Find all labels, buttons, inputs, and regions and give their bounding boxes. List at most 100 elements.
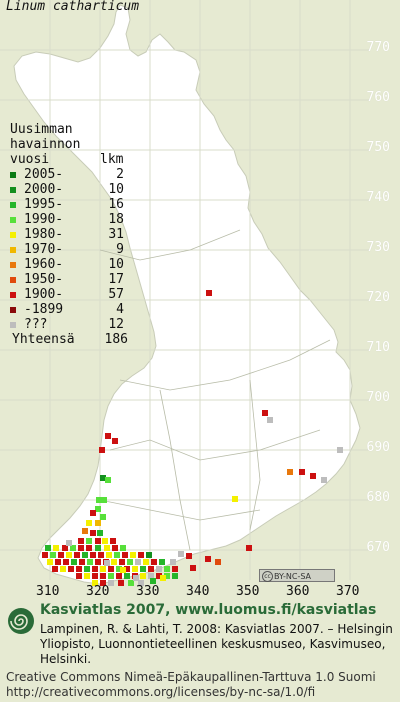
legend-row: -1899 4 [10, 302, 128, 317]
observation-square [267, 417, 273, 423]
observation-square [108, 580, 114, 586]
cc-badge-text: BY-NC-SA [274, 572, 312, 581]
x-axis-label: 310 [36, 584, 60, 599]
legend-count: 12 [108, 317, 124, 332]
observation-square [178, 551, 184, 557]
legend-col-year: vuosi [10, 152, 50, 167]
observation-square [150, 578, 156, 584]
legend-swatch [10, 171, 16, 178]
observation-square [82, 552, 88, 558]
observation-square [114, 552, 120, 558]
observation-square [246, 545, 252, 551]
legend: Uusimman havainnon vuosi lkm 2005- 2 2000-… [10, 122, 128, 348]
observation-square [95, 538, 101, 544]
map-grid [0, 0, 370, 580]
observation-square [105, 477, 111, 483]
observation-square [92, 566, 98, 572]
legend-swatch [10, 231, 16, 238]
observation-square [151, 559, 157, 565]
observation-square [45, 545, 51, 551]
legend-count: 4 [116, 302, 124, 317]
y-axis-label: 750 [366, 140, 390, 155]
observation-square [96, 497, 102, 503]
legend-swatch [10, 291, 16, 298]
legend-row: 2000- 10 [10, 182, 128, 197]
observation-square [287, 469, 293, 475]
legend-count: 16 [108, 197, 124, 212]
observation-square [84, 566, 90, 572]
observation-square [50, 552, 56, 558]
x-axis-label: 330 [136, 584, 160, 599]
observation-square [186, 553, 192, 559]
observation-square [124, 573, 130, 579]
observation-square [108, 573, 114, 579]
legend-label: 1995- [24, 197, 64, 212]
observation-square [105, 433, 111, 439]
observation-square [104, 545, 110, 551]
observation-square [190, 565, 196, 571]
observation-square [90, 530, 96, 536]
observation-square [132, 566, 138, 572]
legend-swatch [10, 276, 16, 283]
legend-count: 10 [108, 182, 124, 197]
observation-square [52, 566, 58, 572]
observation-square [104, 560, 110, 566]
observation-square [159, 559, 165, 565]
legend-row: 1980- 31 [10, 227, 128, 242]
legend-label: -1899 [24, 302, 64, 317]
kasviatlas-logo-icon [8, 608, 34, 634]
legend-label: 1970- [24, 242, 64, 257]
footer-title[interactable]: Kasviatlas 2007, www.luomus.fi/kasviatla… [40, 602, 377, 618]
cc-license-badge[interactable]: cc BY-NC-SA [259, 569, 335, 582]
observation-square [92, 573, 98, 579]
species-title: Linum catharticum [6, 0, 140, 14]
y-axis-label: 740 [366, 190, 390, 205]
observation-square [156, 573, 162, 579]
observation-square [90, 552, 96, 558]
observation-square [78, 538, 84, 544]
observation-square [100, 475, 106, 481]
y-axis-label: 680 [366, 490, 390, 505]
x-axis-label: 360 [286, 584, 310, 599]
footer-license[interactable]: Creative Commons Nimeä-Epäkaupallinen-Ta… [6, 670, 376, 699]
observation-square [146, 552, 152, 558]
observation-square [106, 552, 112, 558]
observation-square [138, 580, 144, 586]
observation-square [100, 566, 106, 572]
province-boundaries [99, 229, 331, 551]
legend-label: 1900- [24, 287, 64, 302]
legend-heading-line1: Uusimman [10, 122, 73, 137]
observation-square [118, 580, 124, 586]
observation-square [53, 545, 59, 551]
observation-square [135, 559, 141, 565]
observation-square [68, 566, 74, 572]
observation-squares [42, 290, 343, 586]
observation-square [71, 559, 77, 565]
observation-square [66, 540, 72, 546]
legend-swatch [10, 216, 16, 223]
observation-square [232, 496, 238, 502]
observation-square [140, 566, 146, 572]
x-axis-label: 370 [336, 584, 360, 599]
legend-swatch [10, 261, 16, 268]
observation-square [92, 580, 98, 586]
observation-square [87, 559, 93, 565]
legend-row: ??? 12 [10, 317, 128, 332]
observation-square [172, 573, 178, 579]
legend-row: 1970- 9 [10, 242, 128, 257]
observation-square [164, 573, 170, 579]
legend-swatch [10, 201, 16, 208]
legend-label: 2000- [24, 182, 64, 197]
observation-square [120, 567, 126, 573]
observation-square [337, 447, 343, 453]
x-axis-label: 350 [236, 584, 260, 599]
observation-square [262, 410, 268, 416]
legend-count: 10 [108, 257, 124, 272]
observation-square [128, 580, 134, 586]
observation-square [205, 556, 211, 562]
observation-square [76, 566, 82, 572]
legend-label: 1980- [24, 227, 64, 242]
observation-square [58, 552, 64, 558]
observation-square [79, 559, 85, 565]
observation-square [164, 566, 170, 572]
